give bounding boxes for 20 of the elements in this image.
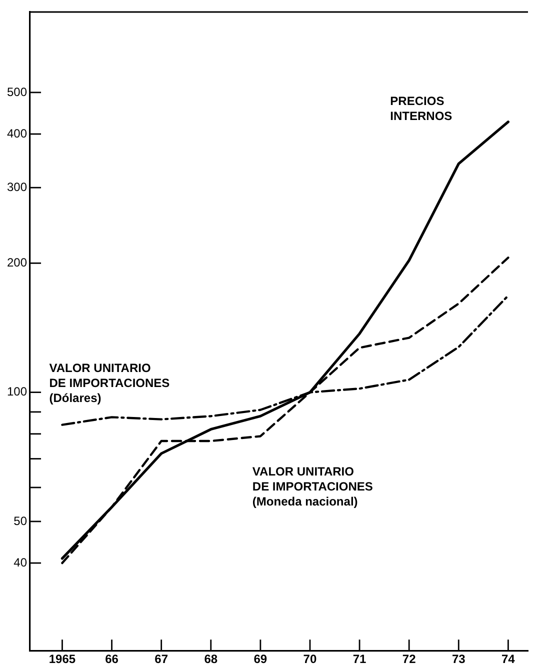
x-tick-label: 72 — [402, 652, 416, 666]
x-tick-label: 68 — [204, 652, 218, 666]
y-tick-label: 40 — [14, 555, 28, 570]
x-tick-label: 74 — [502, 652, 516, 666]
text: VALOR UNITARIO DE IMPORTACIONES (Moneda nacional) — [252, 464, 373, 509]
y-tick-label: 200 — [6, 255, 28, 270]
x-tick-label: 66 — [105, 652, 119, 666]
text: PRECIOS INTERNOS — [390, 94, 452, 124]
y-tick-label: 400 — [6, 126, 28, 140]
series-label: VALOR UNITARIO DE IMPORTACIONES (Dólares) — [49, 361, 170, 406]
y-tick-label: 50 — [14, 514, 28, 528]
x-tick-label: 1965 — [48, 652, 76, 666]
x-tick-label: 69 — [254, 652, 268, 666]
y-tick-label: 100 — [6, 384, 28, 399]
x-tick-label: 73 — [452, 652, 466, 666]
y-tick-label: 500 — [6, 84, 28, 99]
x-tick-label: 67 — [154, 652, 168, 666]
x-tick-label: 71 — [352, 652, 367, 666]
x-tick-label: 70 — [303, 652, 317, 666]
y-tick-label: 300 — [6, 180, 28, 194]
